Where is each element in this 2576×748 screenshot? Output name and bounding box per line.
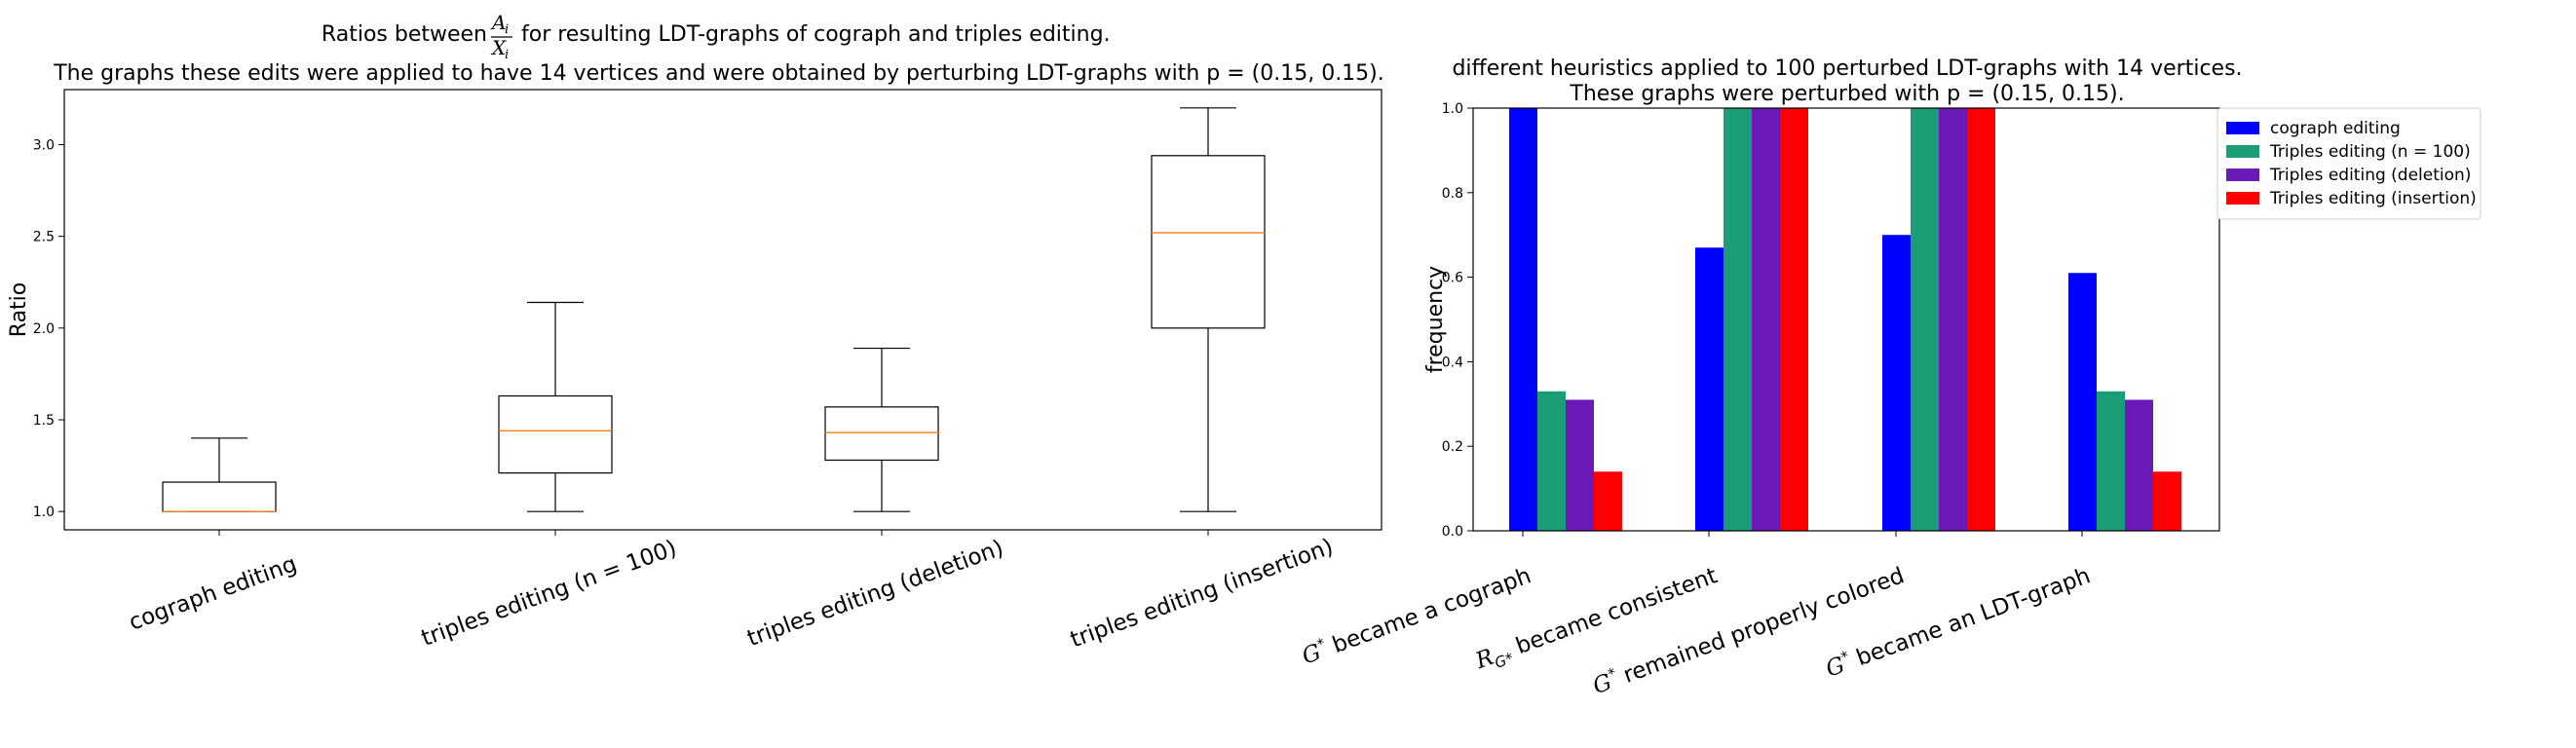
legend-label-1: Triples editing (n = 100) xyxy=(2269,142,2471,162)
bar-y-tick-label: 0.0 xyxy=(1442,524,1463,540)
legend-swatch-1 xyxy=(2226,145,2259,158)
box-x-tick-label: triples editing (deletion) xyxy=(744,536,1007,652)
bar-2-3 xyxy=(2125,399,2153,531)
bar-y-tick-label: 0.4 xyxy=(1442,355,1463,370)
box-2 xyxy=(824,347,939,512)
bar-3-3 xyxy=(2153,471,2181,531)
bar-legend: cograph editing Triples editing (n = 100)… xyxy=(2216,107,2481,220)
bar-0-2 xyxy=(1882,235,1911,531)
box-title-frac-den-sub: i xyxy=(505,48,509,62)
box-3 xyxy=(1151,107,1266,512)
box-y-tick-label: 2.0 xyxy=(33,321,55,337)
box-iqr-rect xyxy=(1151,155,1266,329)
bar-y-tick-label: 0.6 xyxy=(1442,271,1463,286)
bar-y-tick-label: 0.2 xyxy=(1442,439,1463,455)
box-y-tick-label: 1.0 xyxy=(33,505,55,520)
bar-1-0 xyxy=(1537,391,1566,531)
box-title-frac-num: A xyxy=(490,11,506,34)
box-plot-frame xyxy=(63,89,1383,531)
box-marks xyxy=(162,107,1266,512)
box-iqr-rect xyxy=(824,406,939,462)
box-chart: Ratios between A i X i for resulting LDT… xyxy=(7,11,1384,653)
bar-x-tick-label: G* remained properly colored xyxy=(1589,560,1908,699)
box-y-tick-label: 3.0 xyxy=(33,138,55,154)
box-title-frac-den: X xyxy=(490,36,507,59)
box-iqr-rect xyxy=(162,481,277,512)
box-1 xyxy=(498,301,613,512)
legend-swatch-2 xyxy=(2226,168,2259,181)
bar-marks xyxy=(1509,108,2181,531)
box-ylabel: Ratio xyxy=(7,282,31,337)
bar-3-1 xyxy=(1780,108,1808,531)
box-x-tick-label: triples editing (n = 100) xyxy=(418,536,680,652)
bar-legend-frame xyxy=(2216,107,2481,220)
bar-0-1 xyxy=(1695,247,1724,531)
legend-swatch-3 xyxy=(2226,192,2259,205)
box-y-ticks: 1.0 1.5 2.0 2.5 3.0 xyxy=(33,138,64,520)
bar-chart: different heuristics applied to 100 pert… xyxy=(1299,56,2481,699)
bar-1-2 xyxy=(1911,108,1939,531)
bar-plot-frame xyxy=(1472,107,2220,532)
box-title-prefix: Ratios between xyxy=(322,22,487,47)
box-x-ticks: cograph editing triples editing (n = 100)… xyxy=(126,530,1337,653)
bar-0-3 xyxy=(2068,273,2097,531)
legend-label-0: cograph editing xyxy=(2270,119,2401,138)
box-title-frac-num-sub: i xyxy=(505,22,509,37)
bar-y-tick-label: 1.0 xyxy=(1442,101,1463,117)
bar-title: different heuristics applied to 100 pert… xyxy=(1452,56,2242,81)
box-y-tick-label: 1.5 xyxy=(33,413,55,429)
bar-1-1 xyxy=(1724,108,1752,531)
bar-y-tick-label: 0.8 xyxy=(1442,186,1463,202)
box-x-tick-label: triples editing (insertion) xyxy=(1067,534,1337,653)
legend-swatch-0 xyxy=(2226,122,2259,134)
box-x-tick-label: cograph editing xyxy=(126,551,300,635)
bar-2-0 xyxy=(1566,399,1594,531)
box-subtitle: The graphs these edits were applied to h… xyxy=(53,61,1384,86)
legend-label-2: Triples editing (deletion) xyxy=(2269,166,2471,185)
box-title-suffix: for resulting LDT-graphs of cograph and … xyxy=(521,22,1111,47)
legend-label-3: Triples editing (insertion) xyxy=(2269,189,2477,208)
bar-3-0 xyxy=(1594,471,1622,531)
bar-2-1 xyxy=(1752,108,1780,531)
bar-subtitle: These graphs were perturbed with p = (0.… xyxy=(1569,82,2124,106)
bar-2-2 xyxy=(1939,108,1967,531)
bar-1-3 xyxy=(2097,391,2125,531)
box-y-tick-label: 2.5 xyxy=(33,230,55,245)
bar-y-ticks: 0.0 0.2 0.4 0.6 0.8 1.0 xyxy=(1442,101,1473,540)
bar-ylabel: frequency xyxy=(1423,266,1448,373)
bar-3-2 xyxy=(1967,108,1995,531)
box-iqr-rect xyxy=(498,394,613,474)
box-title-fraction: A i X i xyxy=(490,11,512,62)
bar-0-0 xyxy=(1509,108,1537,531)
box-0 xyxy=(162,437,277,512)
